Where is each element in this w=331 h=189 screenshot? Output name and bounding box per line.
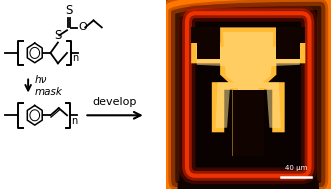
Text: O: O [79, 22, 87, 32]
Polygon shape [197, 43, 220, 59]
Text: hν
mask: hν mask [35, 75, 63, 97]
Text: S: S [65, 4, 72, 17]
Text: n: n [71, 116, 77, 126]
Polygon shape [276, 43, 300, 59]
Polygon shape [191, 27, 305, 156]
Polygon shape [196, 32, 301, 151]
Text: S: S [54, 29, 62, 42]
Text: 40 μm: 40 μm [285, 165, 307, 171]
Polygon shape [191, 27, 220, 43]
Text: n: n [72, 53, 78, 64]
FancyBboxPatch shape [192, 19, 305, 170]
Text: develop: develop [93, 97, 137, 107]
Polygon shape [276, 27, 305, 43]
FancyBboxPatch shape [172, 2, 324, 187]
Polygon shape [232, 90, 264, 156]
